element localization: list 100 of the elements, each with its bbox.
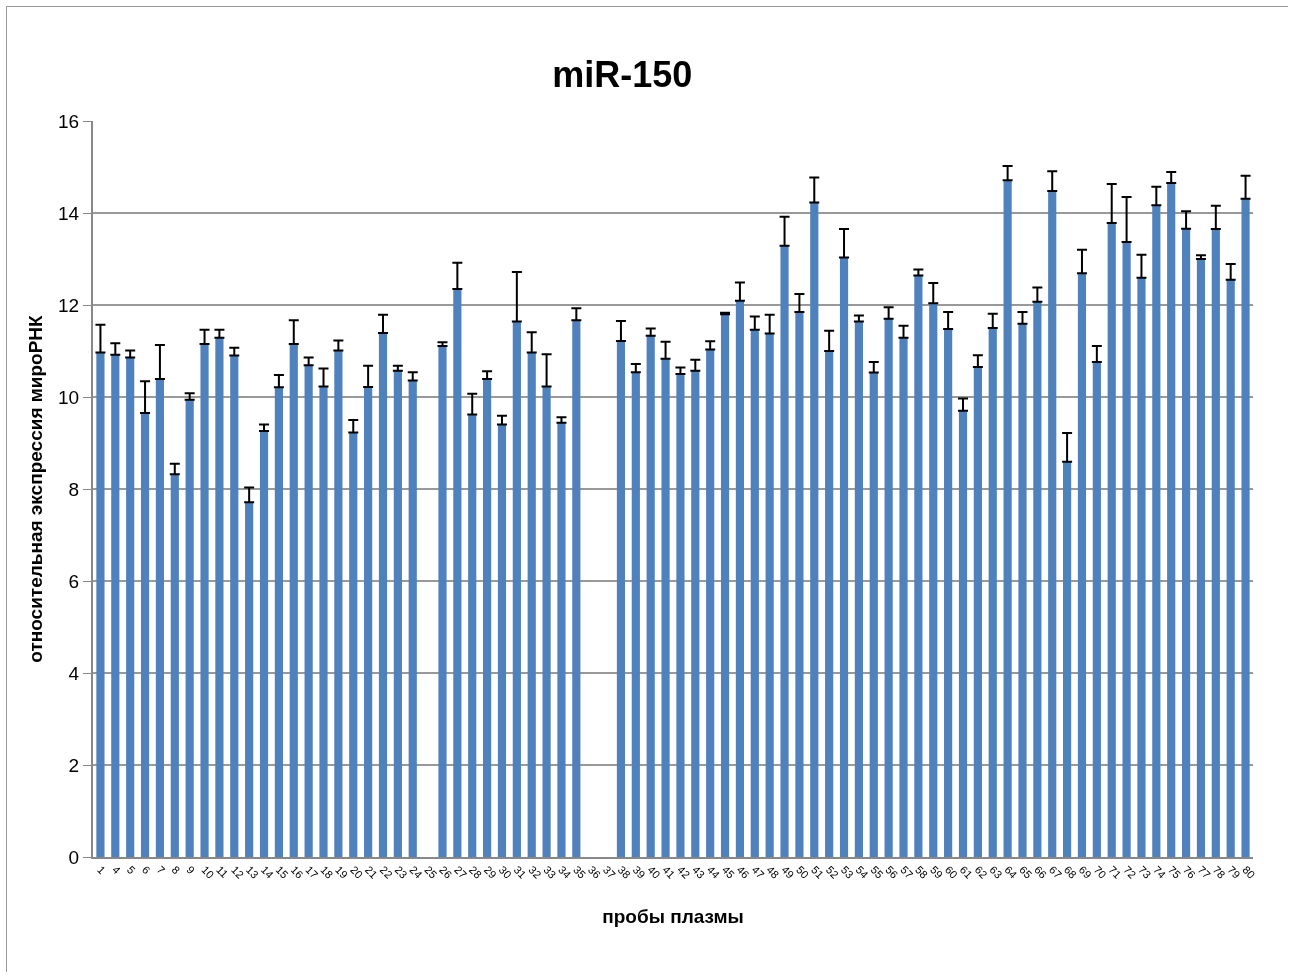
bar xyxy=(274,387,283,857)
x-tick-label: 47 xyxy=(749,863,767,881)
bar xyxy=(364,386,373,857)
x-axis-title: пробы плазмы xyxy=(602,905,744,927)
x-tick-label: 4 xyxy=(110,863,123,877)
x-tick-label: 70 xyxy=(1091,863,1109,881)
bar xyxy=(259,431,269,857)
x-tick-label: 63 xyxy=(987,863,1005,881)
x-tick-label: 57 xyxy=(898,863,916,881)
bar xyxy=(839,257,849,857)
bar xyxy=(973,367,982,857)
x-tick-label: 78 xyxy=(1210,863,1228,881)
x-tick-label: 25 xyxy=(422,863,440,881)
y-tick-label: 10 xyxy=(58,386,80,408)
x-tick-label: 14 xyxy=(258,863,276,881)
y-tick-label: 4 xyxy=(68,662,80,684)
bar xyxy=(1122,241,1131,857)
bar xyxy=(661,358,670,857)
bar xyxy=(1063,461,1072,857)
x-tick-label: 48 xyxy=(764,863,782,881)
x-tick-label: 39 xyxy=(630,863,648,881)
bar xyxy=(1048,190,1057,857)
x-tick-label: 10 xyxy=(199,863,217,881)
bar xyxy=(720,314,730,857)
bar xyxy=(1033,301,1042,857)
bar xyxy=(542,386,551,857)
bar xyxy=(334,350,343,857)
x-tick-label: 56 xyxy=(883,863,901,881)
x-tick-label: 23 xyxy=(392,863,410,881)
bar xyxy=(1152,205,1161,857)
x-tick-label: 55 xyxy=(868,863,886,881)
y-tick-label: 8 xyxy=(68,478,80,500)
x-tick-label: 71 xyxy=(1106,863,1124,881)
bar xyxy=(319,386,328,857)
x-tick-label: 69 xyxy=(1076,863,1094,881)
bar xyxy=(289,344,298,857)
x-tick-label: 38 xyxy=(615,863,633,881)
bar xyxy=(825,351,834,857)
bar xyxy=(304,365,313,857)
bar xyxy=(245,502,254,857)
x-tick-label: 79 xyxy=(1225,863,1243,881)
x-tick-label: 6 xyxy=(139,863,153,877)
x-tick-label: 73 xyxy=(1136,863,1154,881)
bar xyxy=(869,372,878,857)
x-tick-label: 5 xyxy=(124,863,138,877)
x-tick-label: 77 xyxy=(1195,863,1213,881)
bar xyxy=(126,357,135,857)
x-tick-label: 16 xyxy=(288,863,306,881)
x-tick-label: 33 xyxy=(541,863,559,881)
bar xyxy=(676,374,685,857)
bar xyxy=(631,372,640,857)
bar xyxy=(780,245,789,857)
x-tick-label: 34 xyxy=(556,863,574,881)
bar xyxy=(854,321,863,857)
x-tick-label: 18 xyxy=(318,863,336,881)
bar xyxy=(527,352,536,857)
bar xyxy=(155,379,165,857)
x-tick-label: 17 xyxy=(303,863,321,881)
x-tick-label: 8 xyxy=(169,863,183,877)
bar xyxy=(1226,279,1235,857)
bar xyxy=(483,379,492,857)
chart-title: miR-150 xyxy=(552,54,693,96)
y-tick-label: 6 xyxy=(68,570,80,592)
bar xyxy=(497,424,507,857)
x-tick-label: 41 xyxy=(660,863,678,881)
x-tick-label: 40 xyxy=(645,863,663,881)
x-tick-label: 46 xyxy=(734,863,752,881)
bar xyxy=(185,399,194,857)
bar xyxy=(944,328,953,857)
y-tick-label: 12 xyxy=(58,294,80,316)
x-tick-label: 1 xyxy=(95,863,108,877)
bar xyxy=(914,275,923,857)
bar xyxy=(958,410,968,857)
bar xyxy=(884,318,893,857)
y-tick-label: 0 xyxy=(68,846,80,868)
bar xyxy=(111,354,120,857)
bar xyxy=(349,432,358,857)
bar xyxy=(616,340,626,857)
bar xyxy=(96,352,105,857)
bar xyxy=(1241,198,1250,857)
bar xyxy=(646,335,655,857)
x-tick-label: 15 xyxy=(273,863,291,881)
y-tick-label: 2 xyxy=(68,754,80,776)
bar xyxy=(1181,228,1191,857)
bar xyxy=(1167,183,1176,857)
x-tick-label: 64 xyxy=(1002,863,1020,881)
x-tick-label: 80 xyxy=(1240,863,1258,881)
bar xyxy=(557,422,566,857)
bar xyxy=(1211,229,1220,857)
bar xyxy=(795,311,804,857)
bar xyxy=(1092,362,1101,857)
x-tick-label: 53 xyxy=(838,863,856,881)
bar xyxy=(453,288,462,857)
bar xyxy=(378,333,388,857)
x-tick-label: 26 xyxy=(437,863,455,881)
bar xyxy=(215,337,224,857)
x-tick-label: 72 xyxy=(1121,863,1139,881)
bar xyxy=(1196,259,1206,857)
bar xyxy=(200,344,209,857)
bar xyxy=(230,355,239,857)
